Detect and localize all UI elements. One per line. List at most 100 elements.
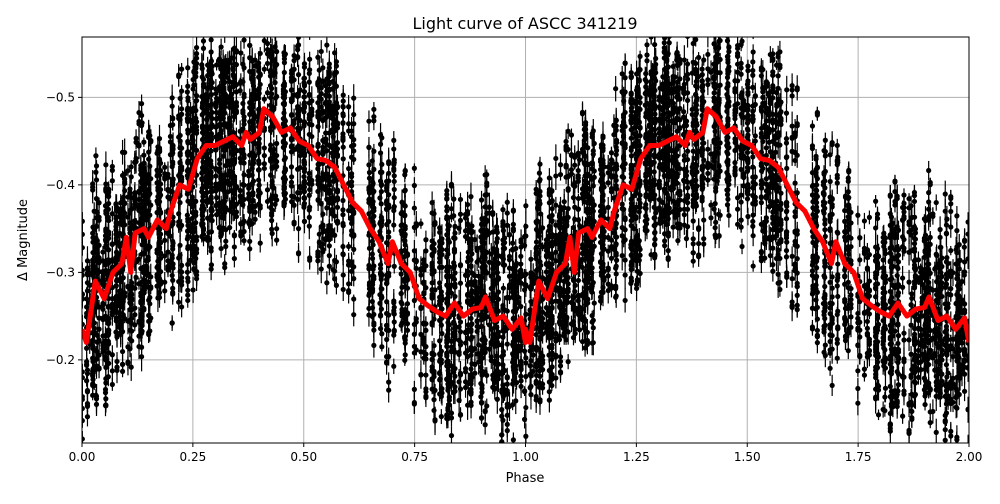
data-point (708, 18, 713, 23)
data-point (117, 322, 122, 327)
data-point (392, 264, 397, 269)
data-point (965, 231, 970, 236)
data-point (888, 423, 893, 428)
data-point (685, 34, 690, 39)
data-point (563, 139, 568, 144)
data-point (194, 148, 199, 153)
data-point (813, 154, 818, 159)
data-point (750, 85, 755, 90)
data-point (965, 407, 970, 412)
data-point (857, 328, 862, 333)
data-point (875, 328, 880, 333)
data-point (561, 231, 566, 236)
data-point (414, 259, 419, 264)
data-point (810, 324, 815, 329)
data-point (366, 306, 371, 311)
data-point (191, 229, 196, 234)
data-point (351, 296, 356, 301)
data-point (875, 281, 880, 286)
data-point (753, 94, 758, 99)
data-point (572, 163, 577, 168)
data-point (954, 444, 959, 449)
data-point (590, 166, 595, 171)
data-point (954, 213, 959, 218)
data-point (875, 212, 880, 217)
data-point (835, 261, 840, 266)
chart-title: Light curve of ASCC 341219 (412, 14, 637, 33)
data-point (146, 313, 151, 318)
data-point (351, 96, 356, 101)
data-point (892, 179, 897, 184)
data-point (855, 386, 860, 391)
data-point (810, 123, 815, 128)
data-point (726, 44, 731, 49)
data-point (444, 216, 449, 221)
data-point (176, 72, 181, 77)
data-point (926, 168, 931, 173)
data-point (795, 85, 800, 90)
data-point (685, 98, 690, 103)
data-point (431, 371, 436, 376)
data-point (716, 6, 721, 11)
data-point (289, 79, 294, 84)
data-point (644, 228, 649, 233)
data-point (857, 235, 862, 240)
data-point (93, 153, 98, 158)
data-point (713, 201, 718, 206)
data-point (319, 266, 324, 271)
data-point (685, 61, 690, 66)
data-point (431, 268, 436, 273)
data-point (258, 241, 263, 246)
data-point (510, 247, 515, 252)
data-point (110, 368, 115, 373)
data-point (120, 362, 125, 367)
data-point (857, 353, 862, 358)
data-point (117, 289, 122, 294)
data-point (750, 103, 755, 108)
data-point (129, 174, 134, 179)
data-point (431, 397, 436, 402)
data-point (412, 387, 417, 392)
data-point (943, 438, 948, 443)
data-point (273, 23, 278, 28)
data-point (708, 1, 713, 6)
data-point (110, 168, 115, 173)
data-point (292, 220, 297, 225)
data-point (479, 400, 484, 405)
data-point (954, 437, 959, 442)
data-point (620, 253, 625, 258)
data-point (479, 415, 484, 420)
data-point (889, 295, 894, 300)
data-point (146, 150, 151, 155)
data-point (954, 406, 959, 411)
data-point (191, 287, 196, 292)
data-point (889, 365, 894, 370)
data-point (269, 8, 274, 13)
data-point (965, 219, 970, 224)
data-point (412, 401, 417, 406)
data-point (479, 197, 484, 202)
data-point (209, 37, 214, 42)
data-point (553, 173, 558, 178)
data-point (307, 132, 312, 137)
data-point (726, 213, 731, 218)
data-point (241, 238, 246, 243)
data-point (511, 209, 516, 214)
data-point (857, 257, 862, 262)
data-point (547, 368, 552, 373)
data-point (500, 207, 505, 212)
data-point (889, 276, 894, 281)
data-point (553, 353, 558, 358)
data-point (446, 327, 451, 332)
data-point (479, 369, 484, 374)
data-point (855, 401, 860, 406)
data-point (412, 205, 417, 210)
data-point (431, 343, 436, 348)
data-point (444, 192, 449, 197)
data-point (110, 241, 115, 246)
data-point (110, 382, 115, 387)
data-point (795, 303, 800, 308)
data-point (873, 199, 878, 204)
data-point (848, 314, 853, 319)
data-point (716, 6, 721, 11)
